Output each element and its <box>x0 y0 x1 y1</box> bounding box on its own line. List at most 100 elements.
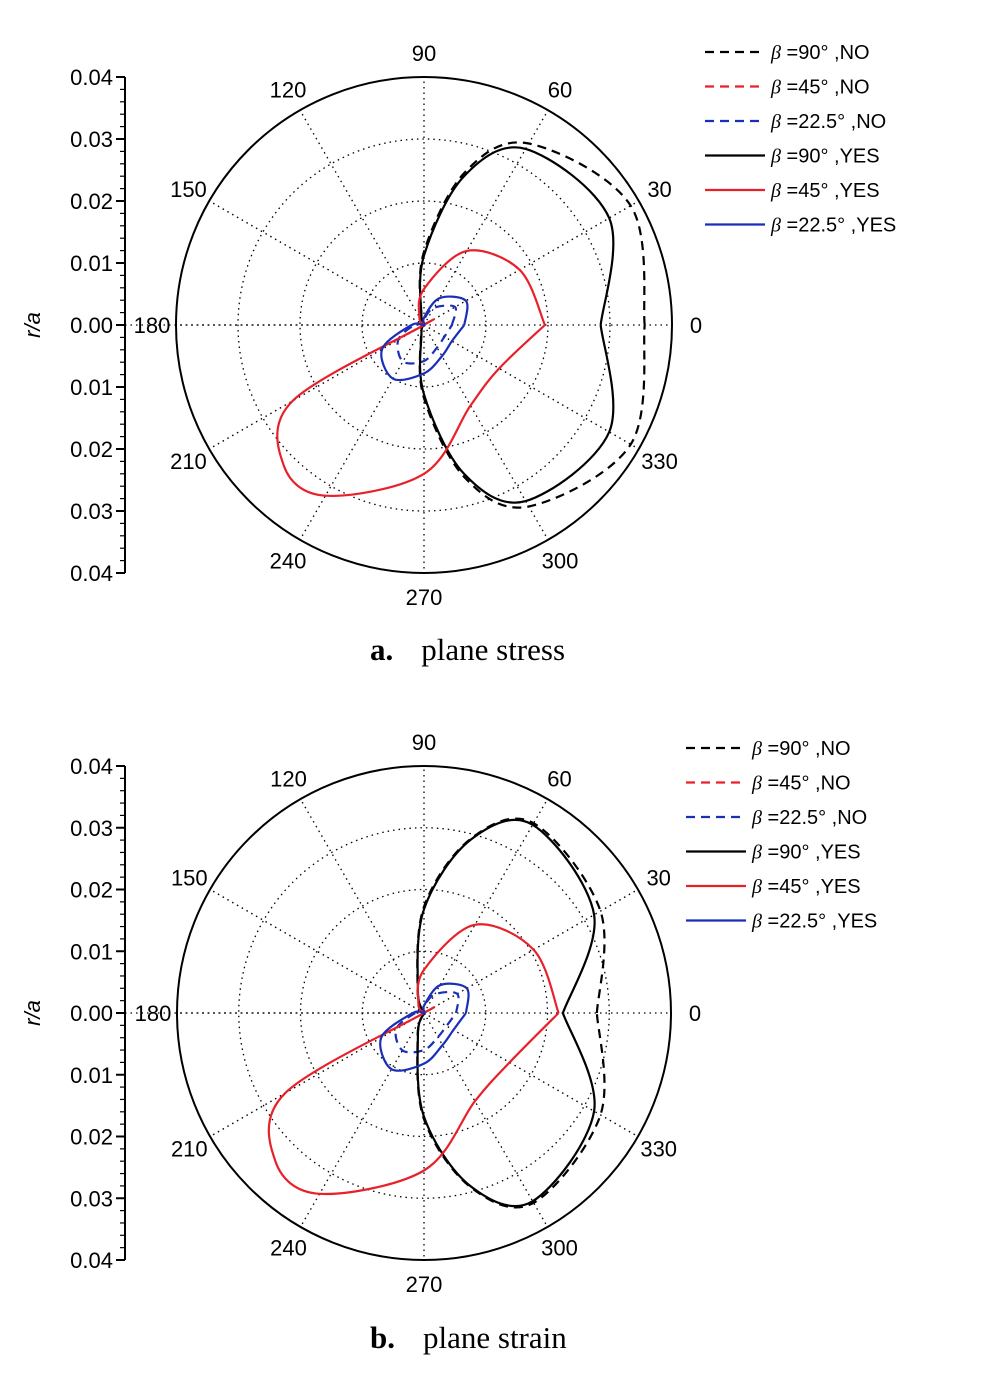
angle-label-30: 30 <box>646 866 670 891</box>
legend-beta-symbol: β <box>751 876 762 898</box>
legend: β =90° ,NOβ =45° ,NOβ =22.5° ,NOβ =90° ,… <box>686 738 877 933</box>
angle-label-330: 330 <box>641 449 678 474</box>
legend-entry-label: =22.5° ,YES <box>762 911 877 933</box>
legend-beta-symbol: β <box>751 842 762 864</box>
grid-spoke <box>423 1012 639 1138</box>
angle-label-60: 60 <box>547 766 571 791</box>
radial-tick-label: 0.01 <box>70 939 113 964</box>
angle-label-330: 330 <box>640 1137 677 1162</box>
caption-b: b. plane strain <box>370 1320 567 1356</box>
legend-entry: β =90° ,NO <box>770 42 870 64</box>
polar-chart-a: 03060901201501802102402703003300.040.030… <box>20 41 896 610</box>
radial-tick-label: 0.01 <box>70 375 113 400</box>
series-curve-beta-45-yes <box>276 249 546 497</box>
radial-tick-label: 0.03 <box>70 816 113 841</box>
series-curve-beta-22.5-yes <box>379 982 470 1072</box>
grid-circle <box>237 138 611 512</box>
grid-spoke <box>423 109 549 326</box>
angle-label-30: 30 <box>647 177 671 202</box>
caption-a-letter: a. <box>370 632 394 667</box>
series-curve-beta-90-no <box>418 141 646 509</box>
radial-tick-label: 0.03 <box>70 499 113 524</box>
grid-spoke <box>423 200 640 326</box>
grid-spoke <box>208 200 425 326</box>
grid-spoke <box>299 109 425 326</box>
radial-tick-label: 0.04 <box>70 754 113 779</box>
radial-tick-label: 0.02 <box>70 437 113 462</box>
angle-label-150: 150 <box>170 177 207 202</box>
caption-a-text: plane stress <box>421 632 566 667</box>
angle-label-150: 150 <box>171 866 208 891</box>
y-axis-label: r/a <box>20 312 45 338</box>
legend-entry: β =90° ,NO <box>751 738 851 760</box>
radial-tick-label: 0.00 <box>70 313 113 338</box>
radial-tick-label: 0.01 <box>70 1063 113 1088</box>
angle-label-240: 240 <box>270 1236 307 1261</box>
angle-label-240: 240 <box>270 549 307 574</box>
grid-spoke <box>423 324 549 541</box>
angle-label-60: 60 <box>548 77 572 102</box>
grid-spoke <box>209 1012 425 1138</box>
legend-entry: β =45° ,YES <box>770 180 880 202</box>
angle-label-0: 0 <box>690 313 702 338</box>
y-axis-label: r/a <box>20 1000 45 1026</box>
legend-entry-label: =45° ,NO <box>762 773 851 795</box>
legend-entry: β =45° ,NO <box>770 77 870 99</box>
angle-label-90: 90 <box>412 41 436 66</box>
legend-entry-label: =90° ,NO <box>781 42 870 64</box>
legend-entry-label: =90° ,NO <box>762 738 851 760</box>
radial-tick-label: 0.04 <box>70 561 113 586</box>
caption-b-text: plane strain <box>423 1320 567 1355</box>
legend-entry: β =45° ,YES <box>751 876 861 898</box>
radial-tick-label: 0.00 <box>70 1001 113 1026</box>
legend-entry-label: =45° ,YES <box>781 180 880 202</box>
angle-label-300: 300 <box>542 549 579 574</box>
radial-tick-label: 0.02 <box>70 189 113 214</box>
legend-beta-symbol: β <box>770 77 781 99</box>
legend-beta-symbol: β <box>751 773 762 795</box>
legend-beta-symbol: β <box>751 738 762 760</box>
series-curve-beta-22.5-yes <box>380 295 469 382</box>
legend-beta-symbol: β <box>770 146 781 168</box>
radial-tick-label: 0.02 <box>70 1125 113 1150</box>
legend-entry: β =90° ,YES <box>751 842 861 864</box>
legend: β =90° ,NOβ =45° ,NOβ =22.5° ,NOβ =90° ,… <box>705 42 896 237</box>
legend-entry: β =22.5° ,YES <box>770 215 896 237</box>
legend-entry-label: =22.5° ,NO <box>762 807 867 829</box>
series-curve-beta-45-yes <box>267 923 560 1196</box>
series-curve-beta-22.5-no <box>396 304 458 365</box>
outer-circle <box>176 765 672 1261</box>
grid-spoke <box>208 324 425 450</box>
legend-beta-symbol: β <box>770 215 781 237</box>
grid-circle <box>299 888 549 1138</box>
legend-entry-label: =90° ,YES <box>762 842 861 864</box>
legend-entry: β =22.5° ,NO <box>751 807 867 829</box>
series-curve-beta-22.5-no <box>394 990 460 1054</box>
legend-entry: β =45° ,NO <box>751 773 851 795</box>
angle-label-270: 270 <box>406 1272 443 1297</box>
legend-beta-symbol: β <box>770 180 781 202</box>
legend-entry-label: =45° ,NO <box>781 77 870 99</box>
legend-entry: β =90° ,YES <box>770 146 880 168</box>
polar-chart-b: 03060901201501802102402703003300.040.030… <box>20 730 877 1297</box>
radial-tick-label: 0.02 <box>70 878 113 903</box>
legend-entry-label: =22.5° ,NO <box>781 111 886 133</box>
radial-tick-label: 0.04 <box>70 65 113 90</box>
caption-a: a. plane stress <box>370 632 565 668</box>
legend-entry-label: =90° ,YES <box>781 146 880 168</box>
legend-entry: β =22.5° ,NO <box>770 111 886 133</box>
angle-label-120: 120 <box>270 766 307 791</box>
legend-beta-symbol: β <box>770 42 781 64</box>
series-curve-beta-90-no <box>416 817 606 1209</box>
legend-beta-symbol: β <box>751 911 762 933</box>
angle-label-90: 90 <box>412 730 436 755</box>
grid-circle <box>299 200 549 450</box>
legend-beta-symbol: β <box>751 807 762 829</box>
grid-circle <box>238 827 610 1199</box>
angle-label-210: 210 <box>170 449 207 474</box>
legend-entry-label: =45° ,YES <box>762 876 861 898</box>
radial-tick-label: 0.03 <box>70 127 113 152</box>
legend-entry: β =22.5° ,YES <box>751 911 877 933</box>
angle-label-210: 210 <box>171 1137 208 1162</box>
